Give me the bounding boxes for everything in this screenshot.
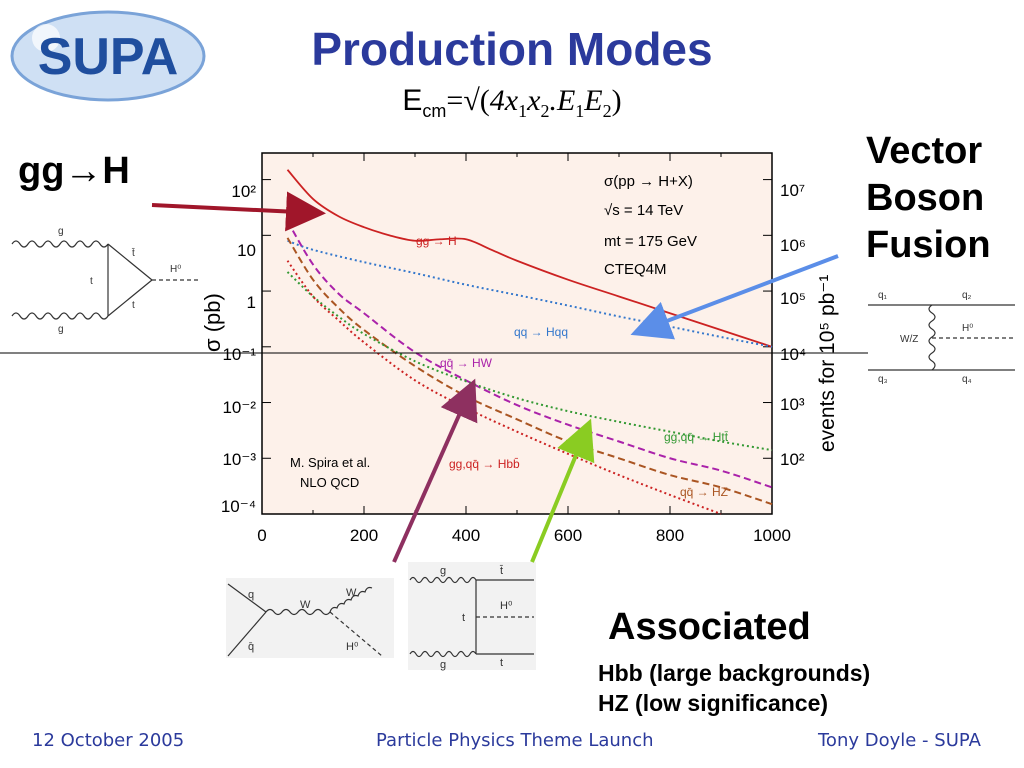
vbf-label: Vector Boson Fusion	[866, 128, 991, 269]
diagram-label: H⁰	[346, 641, 359, 653]
diagram-label: q₂	[962, 290, 972, 301]
y-tick-right: 10⁶	[780, 236, 806, 255]
diagram-label: t	[90, 276, 93, 287]
formula-sub: cm	[422, 101, 447, 121]
diagram-label: H⁰	[170, 264, 181, 275]
diagram-label: t	[462, 612, 465, 624]
y-tick-right: 10⁷	[780, 181, 805, 200]
footer-event: Particle Physics Theme Launch	[376, 730, 654, 751]
annotation: M. Spira et al.	[290, 455, 370, 470]
series-line-1	[287, 239, 773, 348]
series-line-2	[286, 220, 773, 489]
arrow-vbf	[630, 254, 839, 340]
y-axis-label-right: events for 10⁵ pb⁻¹	[816, 275, 839, 452]
slide-title: Production Modes	[311, 23, 713, 75]
diagram-label: t̄	[131, 247, 135, 259]
energy-formula: Ecm=√(4x1x2.E1E2)	[0, 84, 1024, 122]
diagram-label: H⁰	[962, 323, 973, 334]
diagram-label: g	[58, 226, 64, 237]
feynman-diagram-hw	[227, 583, 383, 657]
formula-part: =√(	[446, 84, 490, 117]
arrow-tth	[530, 418, 595, 563]
diagram-label: H⁰	[500, 600, 513, 612]
formula-sub: 1	[575, 101, 585, 121]
series-label: qq̄ → HZ	[680, 485, 728, 499]
supa-logo: SUPA	[10, 10, 206, 102]
y-tick-left: 10	[237, 241, 256, 260]
diagram-label: q₃	[878, 374, 888, 385]
diagram-label: g	[440, 565, 446, 577]
y-tick-left: 1	[247, 293, 256, 312]
y-axis-label: σ (pb)	[200, 293, 225, 352]
diagram-label: g	[58, 324, 64, 335]
y-tick-left: 10⁻⁴	[221, 497, 256, 516]
x-tick: 0	[257, 526, 266, 545]
series-line-3	[286, 237, 773, 506]
formula-part: x	[527, 84, 541, 117]
associated-notes: Hbb (large backgrounds) HZ (low signific…	[598, 658, 870, 718]
formula-part: 4x	[489, 84, 519, 117]
gg-h-label: gg→H	[18, 150, 130, 192]
series-line-4	[286, 271, 773, 452]
series-label: gg,qq̄ → Hbb̄	[449, 457, 520, 471]
series-label: qq̄ → HW	[440, 356, 493, 370]
diagram-label: W	[346, 587, 357, 599]
annotation: mt = 175 GeV	[604, 233, 697, 250]
diagram-label: t	[500, 657, 503, 669]
feynman-diagram-vbf	[868, 304, 1015, 371]
series-label: gg,qq̄ → Htt̄	[664, 430, 729, 444]
note-line: HZ (low significance)	[598, 690, 829, 716]
formula-part: )	[611, 84, 622, 117]
formula-part: E	[584, 84, 603, 117]
formula-sub: 2	[602, 101, 612, 121]
series-label: gg → H	[416, 234, 457, 248]
feynman-diagram-tth	[409, 576, 534, 658]
plot-area	[261, 152, 773, 515]
diagram-label: q₄	[962, 374, 972, 385]
vbf-line: Vector	[866, 130, 983, 172]
y-tick-right: 10³	[780, 395, 805, 414]
formula-sub: 1	[518, 101, 528, 121]
footer-date: 12 October 2005	[32, 730, 185, 751]
note-line: Hbb (large backgrounds)	[598, 660, 871, 686]
formula-part: .E	[549, 84, 576, 117]
x-tick: 600	[554, 526, 582, 545]
diagram-label: W	[300, 599, 311, 611]
diagram-label: q̄	[248, 641, 254, 653]
arrow-gg-h	[151, 191, 326, 232]
diagram-label: g	[440, 659, 446, 671]
series-label: qq → Hqq	[514, 325, 568, 339]
x-tick: 800	[656, 526, 684, 545]
y-tick-right: 10²	[780, 450, 805, 469]
x-tick: 200	[350, 526, 378, 545]
vbf-line: Boson	[866, 177, 985, 219]
annotation: NLO QCD	[300, 475, 359, 490]
feynman-diagram-gg-h	[11, 240, 198, 320]
diagram-label: q	[248, 589, 254, 601]
y-tick-left: 10⁻²	[222, 398, 256, 417]
logo-text: SUPA	[38, 28, 179, 86]
y-tick-left: 10²	[231, 182, 256, 201]
annotation: σ(pp → H+X)	[604, 173, 693, 190]
diagram-label: q₁	[878, 290, 888, 301]
diagram-label: t	[132, 300, 135, 311]
x-tick: 1000	[753, 526, 791, 545]
vbf-line: Fusion	[866, 224, 991, 266]
y-tick-left: 10⁻¹	[222, 345, 256, 364]
associated-label: Associated	[608, 606, 811, 648]
annotation: CTEQ4M	[604, 261, 667, 278]
formula-sub: 2	[540, 101, 550, 121]
annotation: √s = 14 TeV	[604, 202, 683, 219]
diagram-label: W/Z	[900, 334, 918, 345]
formula-e: E	[402, 84, 423, 117]
x-tick: 400	[452, 526, 480, 545]
diagram-label: t̄	[499, 565, 503, 577]
y-tick-right: 10⁴	[780, 345, 806, 364]
arrow-hw	[392, 378, 478, 563]
footer-author: Tony Doyle - SUPA	[818, 730, 981, 751]
diagram-background	[226, 578, 394, 658]
y-tick-left: 10⁻³	[222, 450, 256, 469]
y-tick-right: 10⁵	[780, 289, 806, 308]
